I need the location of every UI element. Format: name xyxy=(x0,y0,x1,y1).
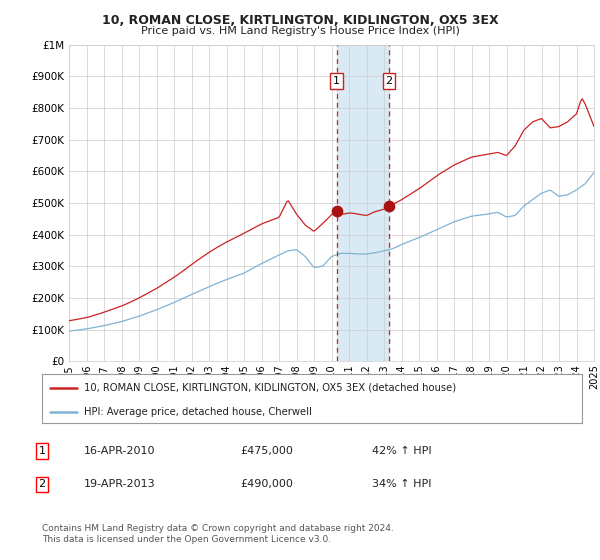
Text: 42% ↑ HPI: 42% ↑ HPI xyxy=(372,446,431,456)
Text: 2: 2 xyxy=(386,76,392,86)
Text: 1: 1 xyxy=(333,76,340,86)
Text: 16-APR-2010: 16-APR-2010 xyxy=(84,446,155,456)
Text: 10, ROMAN CLOSE, KIRTLINGTON, KIDLINGTON, OX5 3EX: 10, ROMAN CLOSE, KIRTLINGTON, KIDLINGTON… xyxy=(101,14,499,27)
Text: 2: 2 xyxy=(38,479,46,489)
Text: Contains HM Land Registry data © Crown copyright and database right 2024.
This d: Contains HM Land Registry data © Crown c… xyxy=(42,524,394,544)
Bar xyxy=(337,45,389,361)
Point xyxy=(332,207,341,216)
Text: 19-APR-2013: 19-APR-2013 xyxy=(84,479,155,489)
Text: £490,000: £490,000 xyxy=(240,479,293,489)
Point xyxy=(384,202,394,211)
Text: HPI: Average price, detached house, Cherwell: HPI: Average price, detached house, Cher… xyxy=(84,407,312,417)
Text: 1: 1 xyxy=(38,446,46,456)
Text: £475,000: £475,000 xyxy=(240,446,293,456)
Text: 34% ↑ HPI: 34% ↑ HPI xyxy=(372,479,431,489)
Text: 10, ROMAN CLOSE, KIRTLINGTON, KIDLINGTON, OX5 3EX (detached house): 10, ROMAN CLOSE, KIRTLINGTON, KIDLINGTON… xyxy=(84,382,456,393)
Text: Price paid vs. HM Land Registry's House Price Index (HPI): Price paid vs. HM Land Registry's House … xyxy=(140,26,460,36)
